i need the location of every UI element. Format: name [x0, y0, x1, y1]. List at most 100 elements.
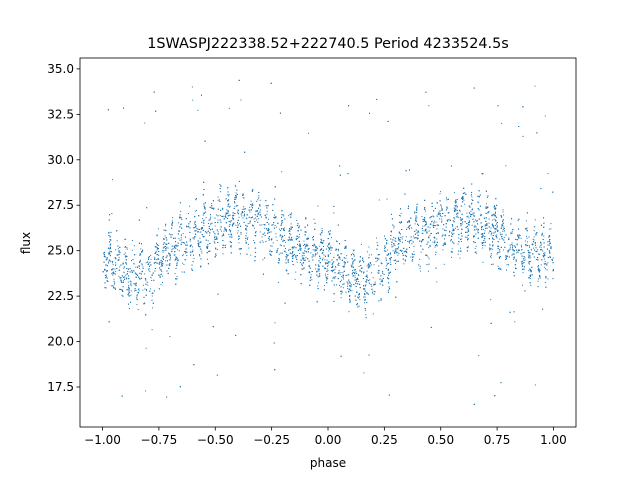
scatter-point	[367, 293, 369, 295]
scatter-point	[390, 263, 392, 265]
scatter-point	[340, 293, 342, 295]
scatter-point	[217, 208, 219, 210]
scatter-point	[284, 234, 286, 236]
scatter-point	[444, 215, 446, 217]
scatter-point	[499, 238, 501, 240]
scatter-point	[229, 229, 231, 231]
scatter-point	[305, 216, 307, 218]
scatter-point	[338, 269, 340, 271]
scatter-point	[131, 240, 133, 242]
scatter-point	[234, 202, 236, 204]
scatter-point	[401, 222, 403, 224]
scatter-point	[454, 210, 456, 212]
scatter-point	[141, 264, 143, 266]
scatter-point	[452, 233, 454, 235]
scatter-point	[539, 274, 541, 276]
scatter-point	[195, 226, 197, 228]
scatter-point	[498, 251, 500, 253]
scatter-point	[110, 247, 112, 249]
scatter-point	[269, 239, 271, 241]
scatter-point	[415, 215, 417, 217]
scatter-point	[496, 235, 498, 237]
scatter-point	[394, 240, 396, 242]
scatter-point	[295, 247, 297, 249]
scatter-point	[482, 261, 484, 263]
scatter-point	[287, 239, 289, 241]
scatter-point	[243, 206, 245, 208]
scatter-point	[473, 214, 475, 216]
scatter-point	[288, 249, 290, 251]
scatter-point	[426, 264, 428, 266]
scatter-point	[378, 254, 380, 256]
scatter-point	[460, 232, 462, 234]
scatter-point	[138, 265, 140, 266]
scatter-point	[384, 247, 386, 249]
scatter-point	[238, 223, 240, 225]
scatter-point	[523, 251, 525, 253]
scatter-point	[257, 218, 259, 220]
scatter-point	[345, 246, 347, 248]
scatter-point	[474, 224, 476, 226]
scatter-point	[237, 211, 239, 213]
scatter-point	[183, 263, 185, 265]
scatter-point	[125, 238, 127, 240]
scatter-point	[428, 247, 430, 249]
scatter-point	[521, 263, 523, 265]
scatter-point	[159, 269, 161, 271]
scatter-point	[208, 223, 209, 225]
scatter-point	[523, 262, 525, 263]
scatter-point	[110, 260, 112, 262]
scatter-point	[275, 236, 277, 238]
scatter-point	[237, 230, 239, 232]
scatter-point	[446, 206, 448, 208]
scatter-point	[281, 222, 283, 224]
scatter-point	[333, 212, 335, 214]
scatter-point	[316, 248, 318, 250]
scatter-point	[466, 236, 468, 238]
scatter-point	[341, 290, 343, 292]
scatter-point	[257, 221, 259, 223]
scatter-point	[505, 165, 507, 167]
scatter-point	[385, 257, 387, 259]
scatter-point	[274, 322, 276, 324]
scatter-point	[343, 266, 345, 268]
scatter-point	[379, 278, 381, 280]
scatter-point	[518, 228, 520, 230]
scatter-point	[194, 216, 196, 218]
scatter-point	[461, 223, 463, 225]
scatter-point	[266, 210, 268, 212]
scatter-point	[441, 208, 443, 210]
scatter-point	[449, 231, 451, 233]
scatter-point	[159, 277, 161, 279]
scatter-point	[115, 249, 117, 251]
scatter-point	[150, 258, 152, 260]
scatter-point	[511, 231, 513, 233]
scatter-point	[228, 234, 230, 236]
scatter-point	[201, 250, 203, 252]
scatter-point	[252, 205, 254, 207]
scatter-point	[529, 282, 531, 284]
scatter-point	[202, 217, 204, 219]
scatter-point	[348, 281, 350, 283]
scatter-point	[315, 246, 317, 248]
scatter-point	[522, 252, 524, 254]
scatter-point	[229, 224, 231, 226]
scatter-point	[397, 260, 399, 262]
scatter-point	[194, 230, 196, 232]
scatter-point	[176, 257, 178, 259]
scatter-point	[498, 245, 500, 247]
scatter-point	[473, 87, 475, 89]
scatter-point	[491, 215, 493, 217]
scatter-point	[305, 251, 307, 253]
scatter-point	[419, 258, 421, 260]
scatter-point	[300, 229, 302, 231]
scatter-point	[486, 196, 488, 198]
scatter-point	[454, 209, 456, 211]
scatter-point	[263, 224, 265, 225]
scatter-point	[544, 254, 546, 256]
scatter-point	[358, 281, 360, 283]
scatter-point	[491, 237, 493, 239]
scatter-point	[547, 278, 549, 280]
scatter-point	[201, 227, 203, 229]
scatter-point	[383, 247, 385, 249]
